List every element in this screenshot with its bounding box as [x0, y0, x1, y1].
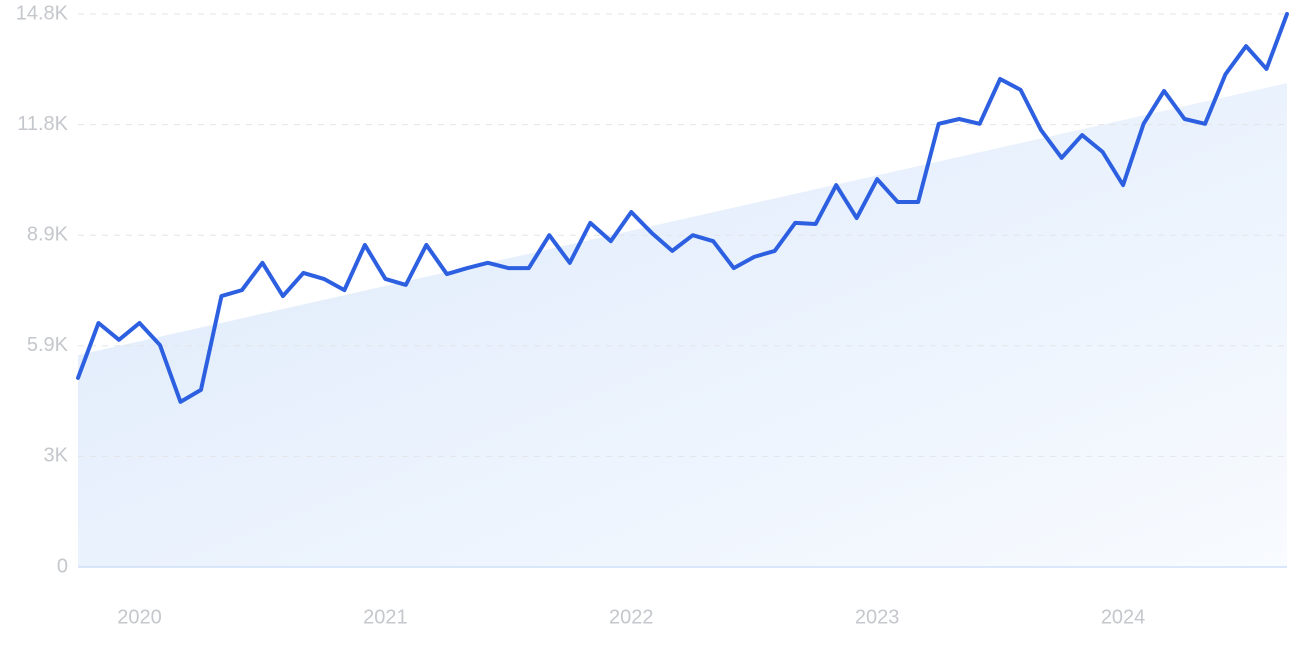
y-tick-label: 8.9K [27, 223, 69, 245]
y-tick-label: 5.9K [27, 334, 69, 356]
x-tick-label: 2020 [117, 606, 162, 628]
x-tick-label: 2023 [855, 606, 900, 628]
y-tick-label: 3K [44, 445, 69, 467]
y-tick-label: 14.8K [16, 2, 69, 24]
line [76, 12, 1289, 404]
x-tick-label: 2021 [363, 606, 408, 628]
x-tick-label: 2022 [609, 606, 654, 628]
trend-area [78, 83, 1287, 567]
x-tick-label: 2024 [1101, 606, 1146, 628]
y-tick-label: 0 [57, 555, 68, 577]
y-tick-label: 11.8K [17, 113, 68, 135]
